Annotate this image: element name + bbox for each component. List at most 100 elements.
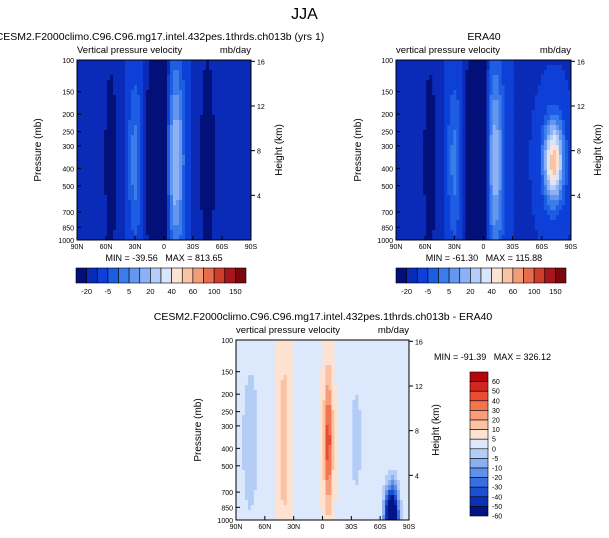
heatmap-cell — [525, 155, 530, 161]
heatmap-cell — [218, 205, 222, 211]
heatmap-cell — [176, 115, 180, 121]
heatmap-cell — [561, 140, 566, 146]
heatmap-cell — [110, 80, 114, 86]
heatmap-cell — [447, 165, 451, 171]
heatmap-cell — [164, 195, 168, 201]
heatmap-cell — [471, 185, 475, 191]
heatmap-cell — [250, 360, 255, 366]
heatmap-cell — [271, 465, 276, 471]
heatmap-cell — [483, 105, 487, 111]
heatmap-cell — [236, 180, 240, 186]
heatmap-cell — [176, 150, 180, 156]
heatmap-cell — [543, 105, 548, 111]
heatmap-cell — [236, 380, 240, 386]
heatmap-cell — [248, 175, 252, 181]
heatmap-cell — [483, 110, 487, 116]
heatmap-cell — [528, 185, 533, 191]
heatmap-cell — [450, 175, 454, 181]
heatmap-cell — [173, 155, 177, 161]
heatmap-cell — [280, 355, 285, 361]
heatmap-cell — [245, 155, 249, 161]
heatmap-cell — [110, 190, 114, 196]
heatmap-cell — [256, 415, 261, 421]
heatmap-cell — [552, 200, 557, 206]
heatmap-cell — [236, 70, 240, 76]
heatmap-cell — [188, 95, 192, 101]
heatmap-cell — [215, 85, 219, 91]
heatmap-cell — [462, 90, 466, 96]
heatmap-cell — [522, 170, 527, 176]
heatmap-cell — [286, 445, 291, 451]
heatmap-cell — [233, 70, 237, 76]
heatmap-cell — [256, 400, 261, 406]
heatmap-cell — [80, 105, 84, 111]
heatmap-cell — [116, 145, 120, 151]
heatmap-cell — [462, 170, 466, 176]
heatmap-cell — [408, 95, 412, 101]
heatmap-cell — [188, 190, 192, 196]
heatmap-cell — [215, 150, 219, 156]
heatmap-cell — [417, 130, 421, 136]
heatmap-cell — [289, 385, 294, 391]
heatmap-cell — [221, 85, 225, 91]
heatmap-cell — [489, 130, 493, 136]
heatmap-cell — [164, 185, 168, 191]
heatmap-cell — [146, 125, 150, 131]
heatmap-cell — [248, 225, 252, 231]
heatmap-cell — [426, 170, 430, 176]
heatmap-cell — [104, 145, 108, 151]
heatmap-cell — [525, 145, 530, 151]
heatmap-cell — [206, 165, 210, 171]
heatmap-cell — [432, 210, 436, 216]
heatmap-cell — [471, 180, 475, 186]
heatmap-cell — [429, 70, 433, 76]
heatmap-cell — [558, 170, 563, 176]
heatmap-cell — [561, 100, 566, 106]
heatmap-cell — [444, 85, 448, 91]
heatmap-cell — [203, 155, 207, 161]
heatmap-cell — [116, 80, 120, 86]
heatmap-cell — [507, 165, 512, 171]
heatmap-cell — [447, 65, 451, 71]
heatmap-cell — [86, 180, 90, 186]
heatmap-cell — [101, 180, 105, 186]
heatmap-cell — [77, 230, 81, 236]
heatmap-cell — [158, 195, 162, 201]
heatmap-cell — [101, 95, 105, 101]
heatmap-cell — [236, 65, 240, 71]
heatmap-cell — [236, 125, 240, 131]
heatmap-cell — [134, 150, 138, 156]
heatmap-cell — [405, 165, 409, 171]
heatmap-cell — [546, 65, 551, 71]
heatmap-cell — [292, 440, 297, 446]
heatmap-cell — [474, 125, 478, 131]
heatmap-cell — [504, 115, 509, 121]
heatmap-cell — [182, 175, 186, 181]
heatmap-cell — [89, 175, 93, 181]
heatmap-cell — [149, 110, 153, 116]
heatmap-cell — [405, 70, 409, 76]
heatmap-cell — [227, 165, 231, 171]
heatmap-cell — [432, 90, 436, 96]
heatmap-cell — [480, 80, 484, 86]
heatmap-cell — [239, 220, 243, 226]
heatmap-cell — [435, 125, 439, 131]
heatmap-cell — [227, 130, 231, 136]
heatmap-cell — [507, 100, 512, 106]
heatmap-cell — [456, 190, 460, 196]
heatmap-cell — [230, 230, 234, 236]
heatmap-cell — [567, 145, 572, 151]
heatmap-cell — [86, 130, 90, 136]
heatmap-cell — [501, 100, 506, 106]
heatmap-cell — [537, 180, 542, 186]
heatmap-cell — [143, 105, 147, 111]
heatmap-cell — [447, 85, 451, 91]
heatmap-cell — [253, 475, 258, 481]
heatmap-cell — [221, 210, 225, 216]
heatmap-cell — [453, 120, 457, 126]
heatmap-cell — [522, 220, 527, 226]
heatmap-cell — [238, 415, 243, 421]
heatmap-cell — [188, 60, 192, 66]
heatmap-cell — [191, 170, 195, 176]
heatmap-cell — [83, 90, 87, 96]
